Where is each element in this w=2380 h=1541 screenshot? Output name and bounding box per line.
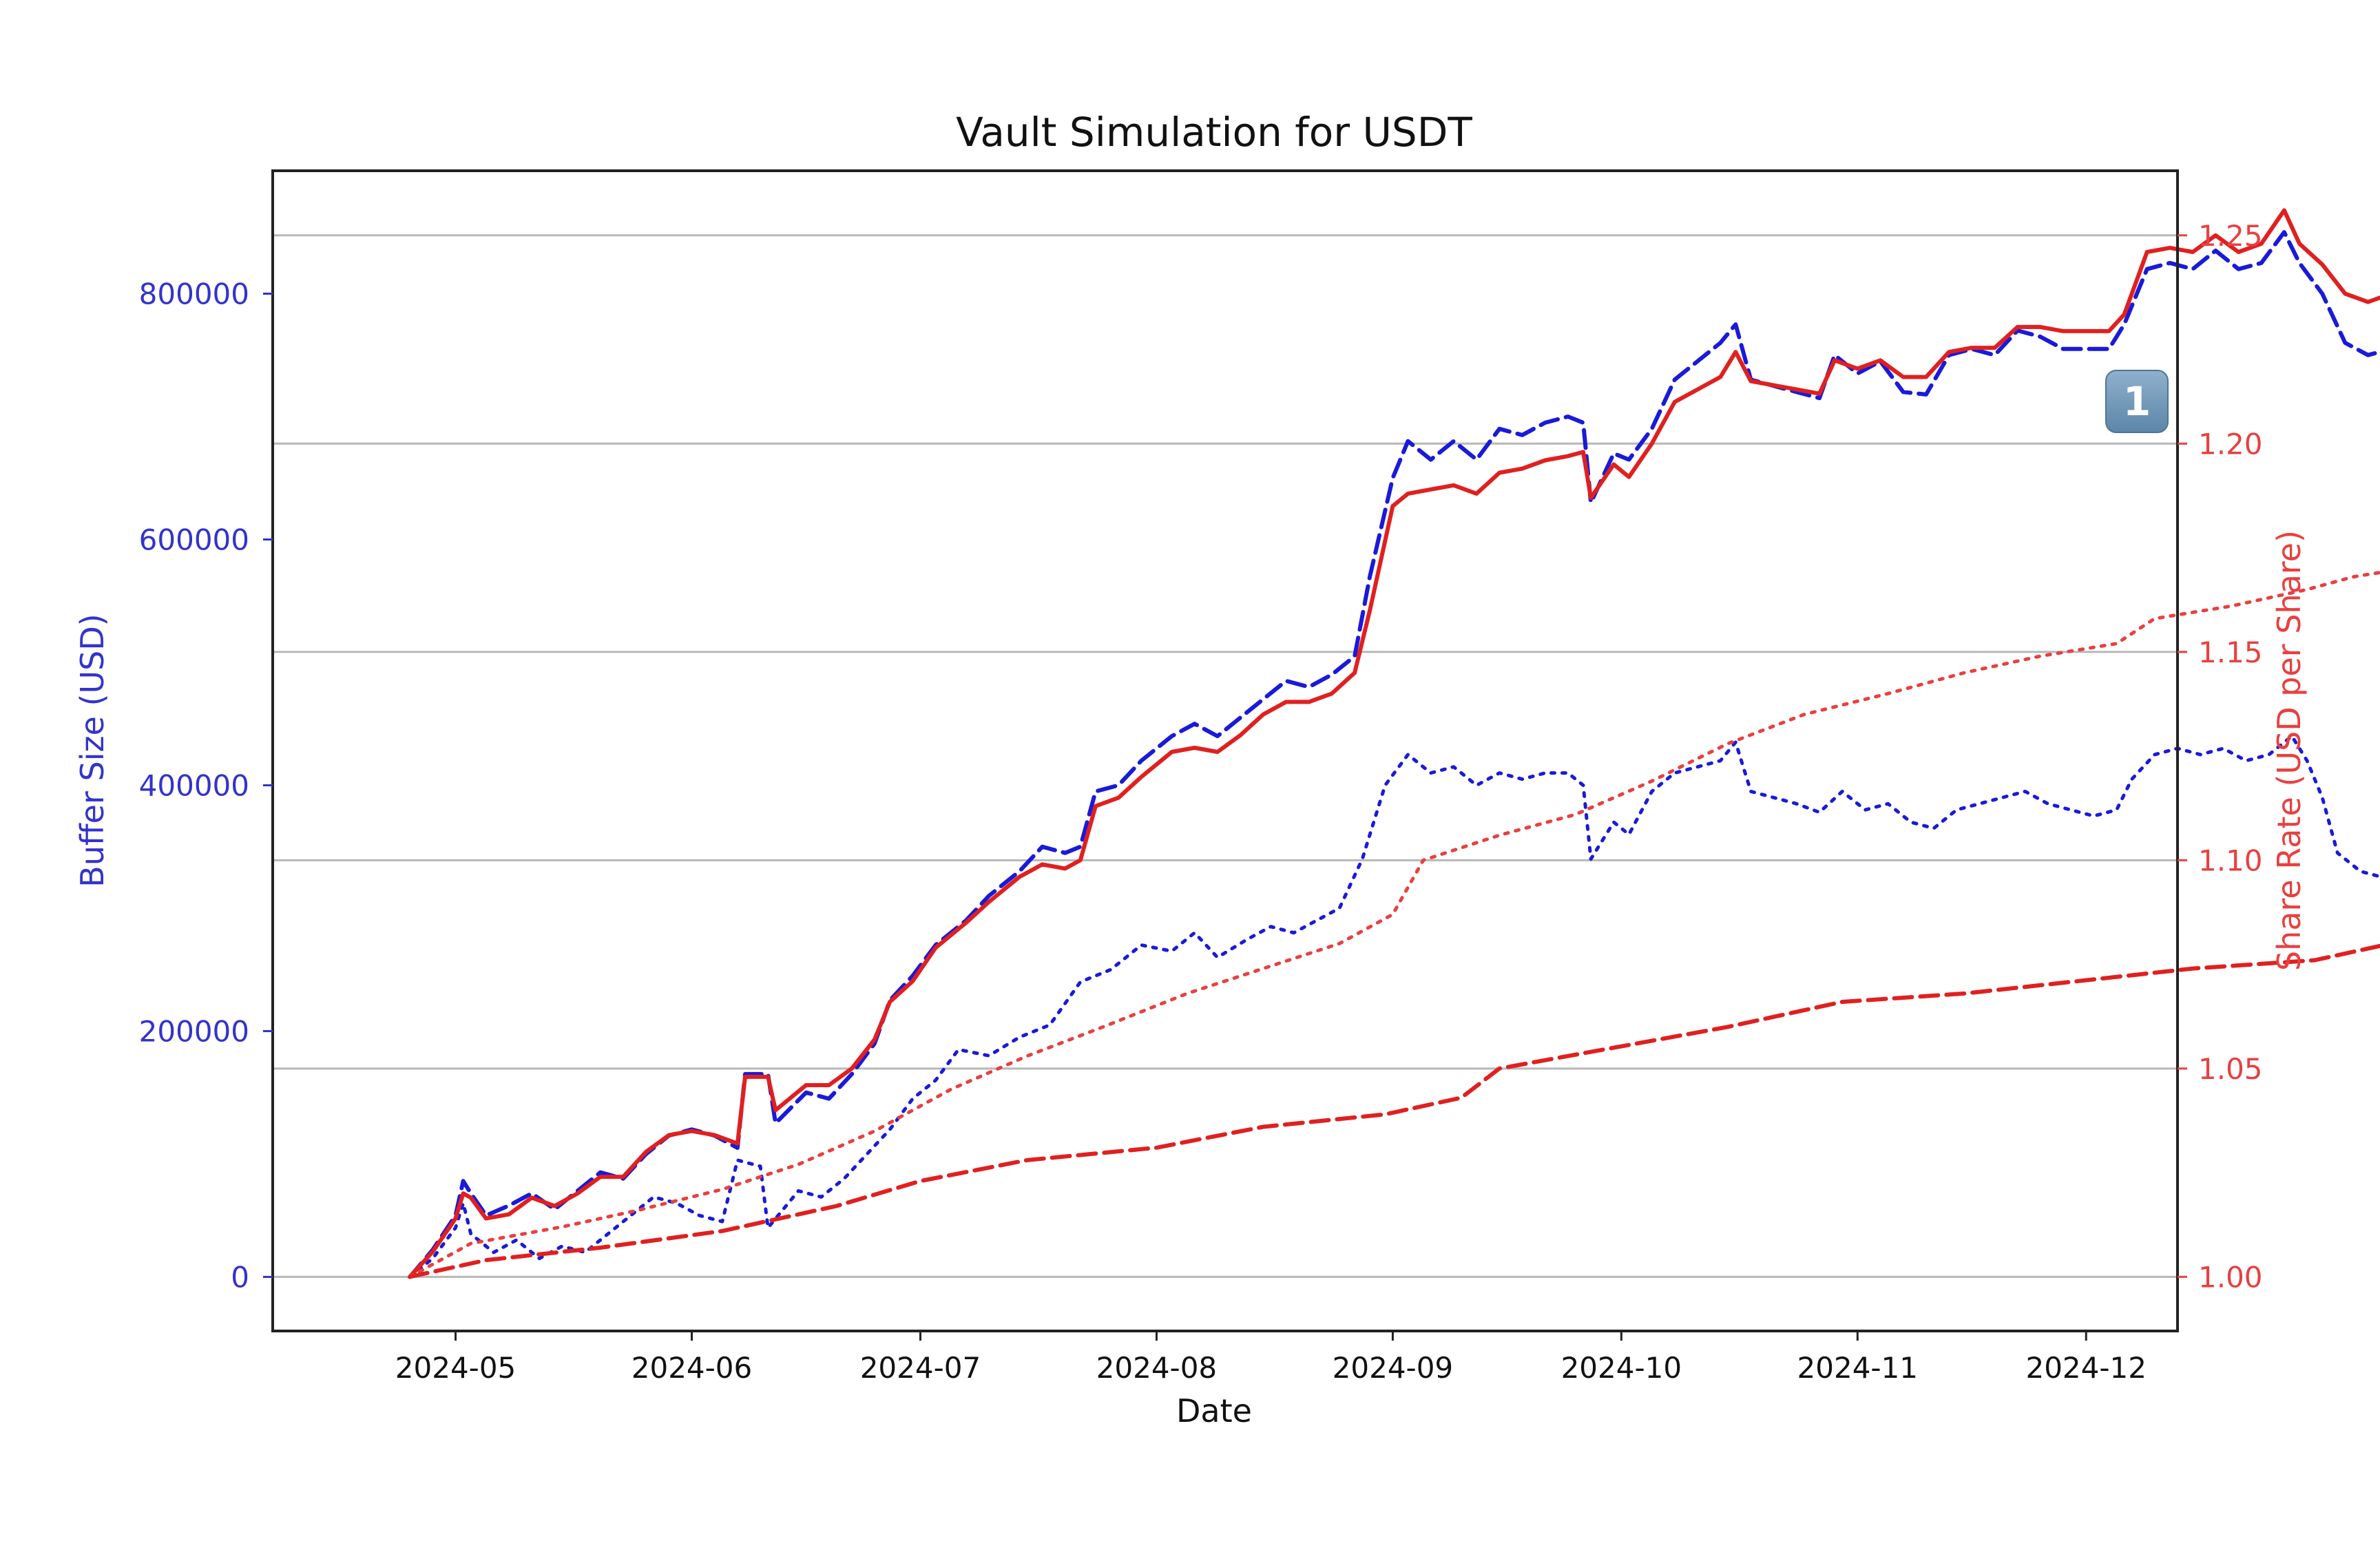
x-tick-label: 2024-06 xyxy=(631,1351,753,1385)
y-left-tick-label: 800000 xyxy=(139,277,249,311)
x-tick-label: 2024-07 xyxy=(860,1351,981,1385)
series-line-2-left-dotted xyxy=(410,736,2380,1277)
y-right-tick-label: 1.10 xyxy=(2198,843,2263,877)
y-right-tick-label: 1.05 xyxy=(2198,1052,2263,1086)
plot-frame xyxy=(273,171,2178,1331)
y-right-tick-label: 1.15 xyxy=(2198,636,2263,669)
y-left-tick-label: 200000 xyxy=(139,1014,249,1048)
series-line-3-right-solid xyxy=(410,211,2380,1277)
x-tick-label: 2024-11 xyxy=(1797,1351,1919,1385)
badge-number-1: 1 xyxy=(2105,370,2169,433)
y-left-tick-label: 600000 xyxy=(139,523,249,556)
y-right-tick-label: 1.20 xyxy=(2198,427,2263,461)
y-right-tick-label: 1.00 xyxy=(2198,1260,2263,1294)
y-left-axis-label: Buffer Size (USD) xyxy=(74,614,111,887)
chart-title: Vault Simulation for USDT xyxy=(956,109,1472,156)
series-line-1-left-dashed xyxy=(410,232,2380,1277)
y-right-axis-label: Share Rate (USD per Share) xyxy=(2271,530,2308,971)
x-tick-label: 2024-05 xyxy=(395,1351,516,1385)
x-tick-label: 2024-12 xyxy=(2025,1351,2147,1385)
y-left-tick-label: 0 xyxy=(231,1260,249,1294)
x-tick-label: 2024-10 xyxy=(1561,1351,1682,1385)
x-tick-label: 2024-09 xyxy=(1333,1351,1454,1385)
x-axis-label: Date xyxy=(1176,1392,1252,1429)
y-left-tick-label: 400000 xyxy=(139,768,249,802)
series-line-4-right-dotted xyxy=(410,560,2380,1277)
y-right-tick-label: 1.25 xyxy=(2198,219,2263,253)
series-line-5-right-dashed xyxy=(410,919,2380,1277)
x-tick-label: 2024-08 xyxy=(1096,1351,1218,1385)
